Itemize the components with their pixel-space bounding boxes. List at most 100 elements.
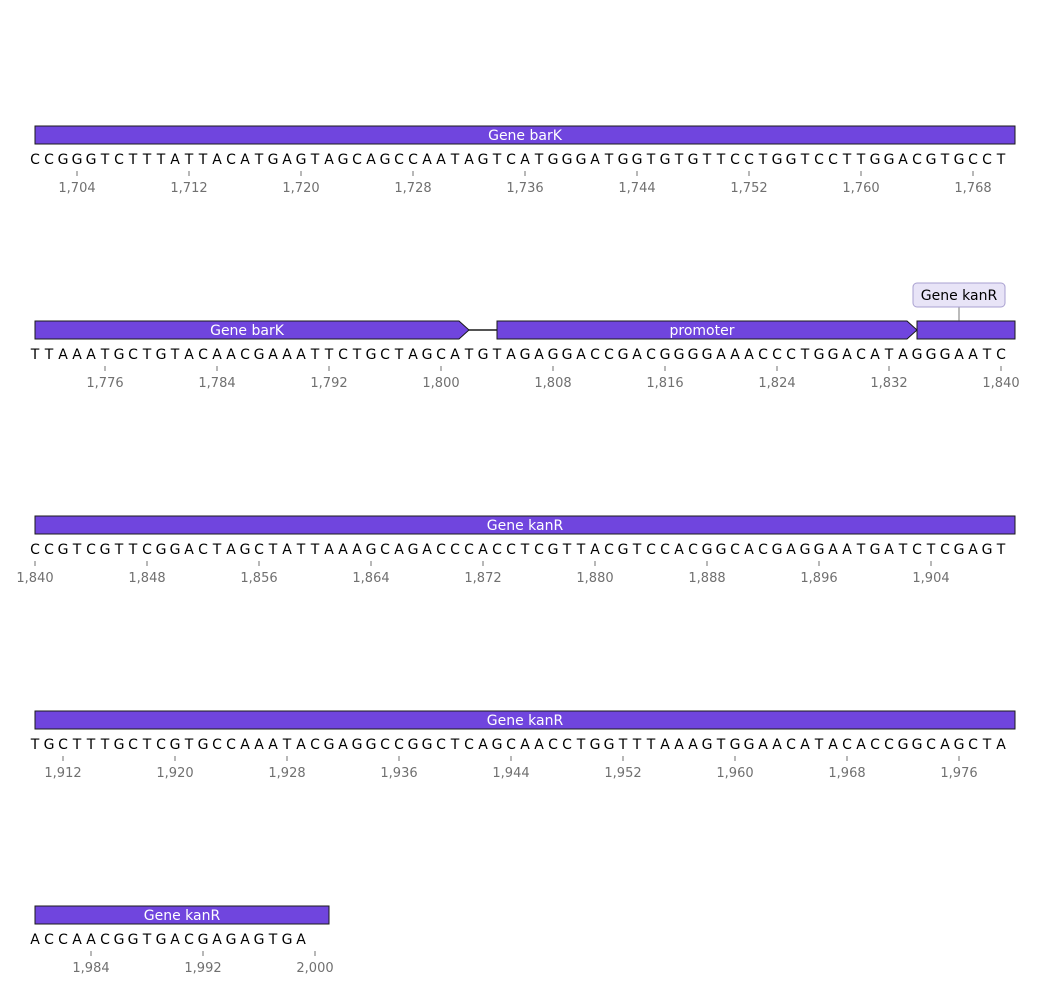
- base-letter: C: [590, 347, 600, 363]
- base-letter: G: [926, 152, 937, 168]
- base-letter: T: [268, 932, 278, 948]
- base-letter: C: [548, 737, 558, 753]
- base-letter: G: [296, 152, 307, 168]
- feature-bar: [34, 710, 1016, 730]
- base-letter: T: [310, 542, 320, 558]
- base-letter: T: [100, 152, 110, 168]
- base-letter: A: [758, 737, 768, 753]
- base-letter: G: [618, 152, 629, 168]
- tick-label: 1,776: [86, 376, 123, 391]
- base-letter: A: [72, 932, 82, 948]
- base-letter: T: [492, 152, 502, 168]
- base-letter: T: [324, 347, 334, 363]
- base-letter: G: [884, 152, 895, 168]
- base-letter: G: [632, 152, 643, 168]
- base-letter: A: [58, 347, 68, 363]
- base-letter: A: [268, 737, 278, 753]
- feature-label: promoter: [670, 323, 735, 339]
- base-letter: A: [240, 737, 250, 753]
- base-letter: C: [464, 737, 474, 753]
- base-letter: G: [912, 347, 923, 363]
- base-letter: C: [310, 737, 320, 753]
- feature-label: Gene barK: [488, 128, 563, 144]
- base-letter: T: [702, 152, 712, 168]
- base-letter: A: [674, 542, 684, 558]
- base-letter: A: [366, 152, 376, 168]
- base-letter: T: [184, 152, 194, 168]
- base-letter: C: [450, 542, 460, 558]
- base-letter: G: [170, 737, 181, 753]
- base-letter: A: [72, 347, 82, 363]
- base-letter: G: [660, 347, 671, 363]
- base-letter: G: [282, 932, 293, 948]
- base-letter: G: [268, 152, 279, 168]
- base-letter: A: [520, 152, 530, 168]
- base-letter: G: [618, 542, 629, 558]
- base-letter: T: [212, 542, 222, 558]
- base-letter: A: [996, 737, 1006, 753]
- base-letter: T: [618, 737, 628, 753]
- base-letter: C: [660, 542, 670, 558]
- base-letter: A: [408, 347, 418, 363]
- base-letter: G: [912, 737, 923, 753]
- feature-bar: [34, 905, 330, 925]
- callout-label: Gene kanR: [921, 288, 998, 304]
- base-letter: G: [828, 347, 839, 363]
- base-letter: G: [156, 932, 167, 948]
- base-letter: A: [30, 932, 40, 948]
- base-letter: G: [170, 542, 181, 558]
- tick-label: 1,888: [688, 571, 725, 586]
- base-letter: A: [842, 542, 852, 558]
- base-letter: G: [716, 542, 727, 558]
- base-letter: A: [870, 347, 880, 363]
- base-letter: T: [128, 542, 138, 558]
- base-letter: G: [954, 152, 965, 168]
- base-letter: G: [352, 737, 363, 753]
- base-letter: T: [856, 542, 866, 558]
- base-letter: A: [632, 347, 642, 363]
- base-letter: T: [758, 152, 768, 168]
- base-letter: T: [534, 152, 544, 168]
- base-letter: T: [100, 737, 110, 753]
- tick-label: 1,896: [800, 571, 837, 586]
- base-letter: T: [632, 542, 642, 558]
- base-letter: T: [576, 542, 586, 558]
- tick-label: 1,832: [870, 376, 907, 391]
- base-letter: C: [744, 152, 754, 168]
- base-letter: T: [72, 737, 82, 753]
- base-letter: C: [464, 542, 474, 558]
- base-letter: T: [170, 347, 180, 363]
- base-letter: A: [744, 542, 754, 558]
- base-letter: G: [72, 152, 83, 168]
- base-letter: G: [366, 347, 377, 363]
- base-letter: T: [86, 737, 96, 753]
- base-letter: T: [716, 152, 726, 168]
- base-letter: T: [128, 152, 138, 168]
- base-letter: C: [534, 542, 544, 558]
- base-letter: G: [688, 152, 699, 168]
- base-letter: G: [114, 737, 125, 753]
- base-letter: T: [352, 347, 362, 363]
- base-letter: G: [870, 542, 881, 558]
- base-letter: G: [324, 737, 335, 753]
- tick-label: 1,800: [422, 376, 459, 391]
- base-letter: G: [520, 347, 531, 363]
- base-letter: C: [30, 542, 40, 558]
- base-letter: A: [324, 542, 334, 558]
- base-letter: C: [968, 152, 978, 168]
- base-letter: A: [506, 347, 516, 363]
- base-letter: G: [772, 152, 783, 168]
- base-letter: T: [632, 737, 642, 753]
- tick-label: 1,944: [492, 766, 529, 781]
- base-letter: A: [86, 347, 96, 363]
- base-letter: G: [100, 542, 111, 558]
- base-letter: A: [254, 737, 264, 753]
- base-letter: C: [352, 152, 362, 168]
- base-letter: C: [856, 347, 866, 363]
- base-letter: T: [884, 347, 894, 363]
- base-letter: G: [744, 737, 755, 753]
- base-letter: C: [100, 932, 110, 948]
